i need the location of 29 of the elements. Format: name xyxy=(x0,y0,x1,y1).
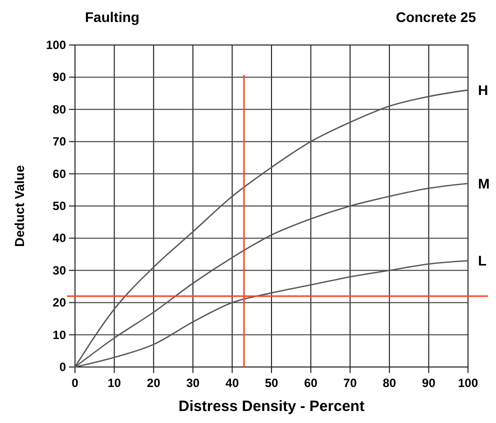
x-tick-label: 60 xyxy=(304,376,318,390)
x-tick-label: 20 xyxy=(146,376,161,390)
x-tick-label: 100 xyxy=(458,376,478,390)
x-tick-label: 10 xyxy=(108,376,122,390)
y-tick-label: 70 xyxy=(52,134,66,149)
series-label: H xyxy=(478,82,488,98)
x-tick-label: 70 xyxy=(343,376,358,390)
y-tick-label: 100 xyxy=(46,38,66,52)
series-label: M xyxy=(478,175,490,192)
y-tick-label: 20 xyxy=(52,296,66,310)
chart-title: Faulting xyxy=(85,9,140,25)
y-tick-label: 80 xyxy=(52,102,66,116)
x-tick-label: 40 xyxy=(226,376,240,390)
chart-subtitle: Concrete 25 xyxy=(396,9,476,25)
y-tick-label: 90 xyxy=(52,70,66,84)
y-tick-label: 10 xyxy=(52,328,66,342)
y-tick-label: 40 xyxy=(52,231,66,246)
y-tick-label: 60 xyxy=(52,166,66,181)
x-tick-label: 30 xyxy=(186,376,200,390)
x-tick-label: 50 xyxy=(264,376,278,390)
y-tick-label: 0 xyxy=(59,360,66,374)
y-tick-label: 30 xyxy=(52,263,66,278)
y-tick-label: 50 xyxy=(52,199,66,213)
x-tick-label: 80 xyxy=(382,376,396,390)
x-tick-label: 90 xyxy=(422,376,436,390)
x-axis-title: Distress Density - Percent xyxy=(178,398,364,415)
x-tick-label: 0 xyxy=(72,376,79,390)
series-label: L xyxy=(478,252,487,269)
y-axis-title: Deduct Value xyxy=(12,165,27,247)
